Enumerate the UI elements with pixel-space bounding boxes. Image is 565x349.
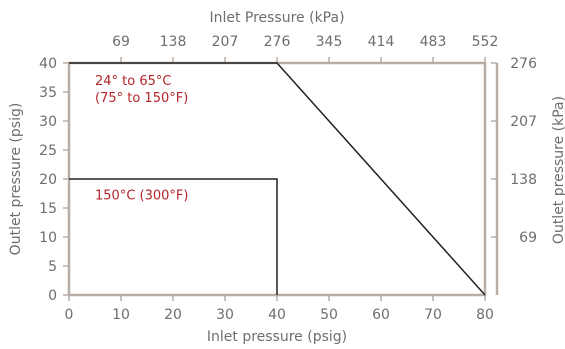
y-tick-label: 10 [39, 230, 57, 246]
x-tick-label: 0 [65, 307, 74, 323]
series-line-2 [69, 178, 278, 295]
y-tick-label: 30 [39, 114, 57, 130]
annotation-1: 24° to 65°C (75° to 150°F) [95, 74, 188, 106]
top-tick-label: 414 [368, 34, 395, 50]
annotation-line: 150°C (300°F) [95, 188, 188, 203]
x-tick-label: 70 [424, 307, 442, 323]
y-tick-label: 0 [48, 288, 57, 304]
top-tick-label: 69 [112, 34, 130, 50]
top-tick-label: 276 [264, 34, 291, 50]
right-tick-label: 69 [519, 230, 537, 246]
top-tick-label: 207 [212, 34, 239, 50]
x-tick-label: 20 [164, 307, 182, 323]
right-y-axis: 69 138 207 276 [491, 56, 537, 246]
x-tick-label: 40 [268, 307, 286, 323]
top-x-axis: 69 138 207 276 345 414 483 552 [112, 34, 498, 63]
annotation-line: (75° to 150°F) [95, 91, 188, 106]
right-tick-label: 276 [510, 56, 537, 72]
top-tick-label: 138 [160, 34, 187, 50]
top-x-axis-title: Inlet Pressure (kPa) [209, 10, 344, 26]
x-tick-label: 50 [320, 307, 338, 323]
y-tick-label: 5 [48, 259, 57, 275]
x-axis-title: Inlet pressure (psig) [207, 329, 347, 345]
y-tick-label: 35 [39, 85, 57, 101]
series-line-1 [69, 62, 486, 296]
top-tick-label: 552 [472, 34, 499, 50]
top-tick-label: 483 [420, 34, 447, 50]
annotation-layer: 24° to 65°C (75° to 150°F) 150°C (300°F) [95, 74, 188, 203]
right-tick-label: 207 [510, 114, 537, 130]
x-tick-label: 30 [216, 307, 234, 323]
y-axis-title: Outlet pressure (psig) [8, 103, 24, 256]
x-tick-label: 80 [476, 307, 494, 323]
top-tick-label: 345 [316, 34, 343, 50]
x-tick-label: 60 [372, 307, 390, 323]
y-tick-label: 15 [39, 201, 57, 217]
left-y-axis: 0 5 10 15 20 25 30 35 40 [39, 56, 69, 304]
bottom-x-axis: 0 10 20 30 40 50 60 70 80 [65, 295, 494, 323]
y-tick-label: 40 [39, 56, 57, 72]
right-y-axis-title: Outlet pressure (kPa) [551, 96, 565, 244]
x-tick-label: 10 [112, 307, 130, 323]
annotation-2: 150°C (300°F) [95, 188, 188, 203]
y-tick-label: 25 [39, 143, 57, 159]
annotation-line: 24° to 65°C [95, 74, 171, 89]
series-layer [69, 62, 486, 296]
right-tick-label: 138 [510, 172, 537, 188]
y-tick-label: 20 [39, 172, 57, 188]
